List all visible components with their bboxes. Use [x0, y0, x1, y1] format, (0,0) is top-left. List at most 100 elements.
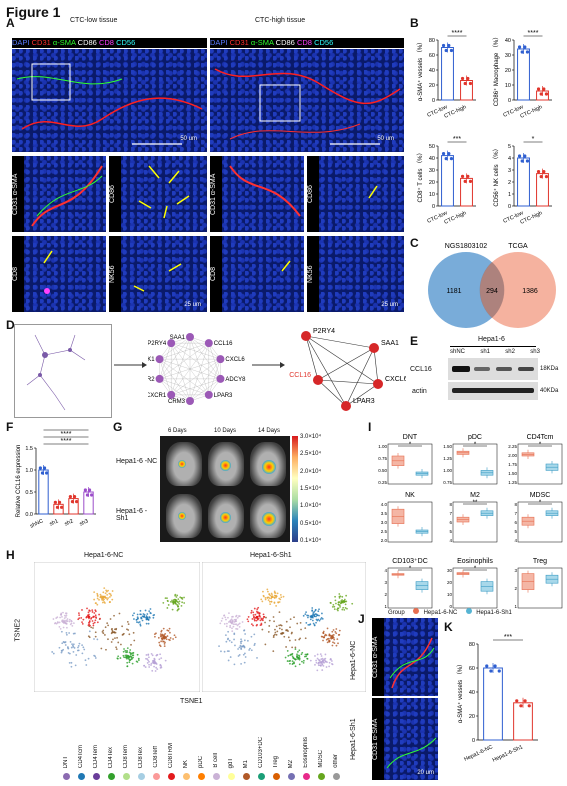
y-tick-label: 20 — [429, 83, 435, 89]
figure-title: Figure 1 — [6, 4, 61, 20]
gene-label: CXCL6 — [225, 357, 245, 363]
blot-row-label: actin — [412, 388, 427, 395]
crop-cd31-low: CD31 α-SMA — [12, 156, 106, 232]
data-point — [463, 81, 467, 86]
blot-row-label: CCL16 — [410, 366, 432, 373]
data-point — [38, 466, 42, 470]
gene-node — [186, 397, 194, 405]
network-overview — [14, 324, 112, 418]
bar — [441, 47, 454, 101]
blot-ccl16 — [448, 358, 538, 380]
ctc-high-title: CTC-high tissue — [255, 17, 306, 24]
y-tick-label: 1.25 — [508, 480, 517, 485]
venn-b-only: 1386 — [522, 288, 538, 295]
hub-node — [301, 331, 311, 341]
gene-node — [167, 339, 176, 348]
channel-header-low: DAPI CD31 α-SMA CD86 CD8 CD56 — [12, 38, 207, 48]
gene-node — [155, 374, 164, 383]
y-tick-label: 1 — [514, 604, 517, 609]
hub-node — [373, 379, 383, 389]
y-axis-label: CD56⁺ NK cells （%） — [493, 145, 500, 206]
boxplot-title: DNT — [403, 434, 418, 441]
data-point — [523, 699, 527, 703]
lane-label: sh3 — [530, 349, 540, 355]
legend-item: other — [330, 712, 344, 782]
panel-e-label: E — [410, 334, 419, 348]
boxplot-cell: Eosinophils 30 20 10 0 * — [447, 558, 498, 609]
data-point — [75, 500, 79, 504]
ctc-low-title: CTC-low tissue — [70, 17, 118, 24]
y-tick-label: 2.5 — [381, 529, 388, 534]
legend-item: Treg — [270, 712, 284, 782]
bar — [441, 155, 454, 207]
crop-cd86-high: CD86 — [307, 156, 404, 232]
boxplot-title: M2 — [470, 492, 480, 499]
kda-label: 18KDa — [540, 366, 559, 372]
y-tick-label: 0 — [449, 604, 452, 609]
gene-label: CXCR1 — [148, 393, 167, 399]
lane-label: sh2 — [505, 349, 515, 355]
data-point — [517, 154, 522, 158]
hub-node — [341, 401, 351, 411]
y-tick-label: 1.50 — [443, 444, 452, 449]
bioluminescence-images — [160, 436, 290, 542]
y-tick-label: 7 — [514, 511, 517, 516]
boxplot-cell: M2 8 7 6 5 4 ** — [449, 492, 498, 543]
significance-label: * — [474, 442, 477, 448]
y-tick-label: 3.5 — [381, 511, 388, 516]
gene-node — [204, 339, 213, 348]
tsne-title-sh1: Hepa1-6-Sh1 — [250, 552, 292, 559]
y-tick-label: 20 — [447, 580, 453, 585]
venn-diagram: NGS1803102 TCGA 1181 294 1386 — [428, 243, 556, 328]
legend-item: CD8Tex — [135, 712, 149, 782]
row-label-sh1: Hepa1-6 -Sh1 — [116, 508, 148, 522]
y-tick-label: 1.75 — [508, 462, 517, 467]
y-tick-label: 8 — [449, 502, 452, 507]
significance-label: ** — [473, 500, 478, 506]
mouse-image — [208, 494, 244, 538]
y-axis-label: α-SMA⁺ vessels （%） — [457, 661, 464, 723]
crop-cd8-low: CD8 — [12, 236, 106, 312]
significance-label: * — [539, 500, 542, 506]
y-tick-label: 20 — [505, 68, 511, 74]
data-point — [463, 179, 467, 183]
legend-item: gdT — [225, 712, 239, 782]
data-point — [520, 50, 524, 54]
hub-gene-network: P2RY4 SAA1 CCL16 CXCL6 LPAR3 — [289, 328, 406, 411]
crop-nk56-low: NK56 25 um — [109, 236, 207, 312]
data-point — [485, 664, 489, 668]
tsne-plot-nc — [34, 562, 200, 692]
y-tick-label: 2 — [508, 180, 511, 186]
y-tick-label: 80 — [429, 38, 435, 44]
boxplot-title: CD103⁺DC — [392, 558, 428, 565]
bar — [517, 157, 530, 207]
blot-title: Hepa1-6 — [478, 336, 505, 343]
y-tick-label: 2 — [514, 586, 517, 591]
data-point — [468, 179, 473, 183]
data-point — [468, 81, 473, 86]
data-point — [447, 43, 451, 48]
data-point — [517, 45, 522, 49]
boxplot-cell: CD103⁺DC 4 3 2 1 * — [384, 558, 433, 609]
y-tick-label: 3 — [508, 168, 511, 174]
data-point — [539, 175, 543, 179]
y-tick-label: 40 — [429, 156, 435, 162]
j-image-nc: CD31 α-SMA — [372, 618, 438, 696]
data-point — [523, 45, 527, 49]
boxplot-title: pDC — [468, 434, 482, 441]
legend-item: pDC — [195, 712, 209, 782]
data-point — [489, 669, 493, 673]
mouse-image — [208, 442, 244, 486]
colorbar-label: 3.0×10⁴ — [300, 434, 322, 440]
tsne-ylabel: TSNE2 — [14, 618, 22, 642]
y-tick-label: 4.0 — [381, 502, 388, 507]
significance-label: * — [532, 136, 535, 143]
scale-bar-label: 20 um — [417, 770, 434, 776]
legend-item: B cell — [210, 712, 224, 782]
data-point — [460, 76, 465, 81]
tsne-xlabel: TSNE1 — [180, 698, 203, 705]
y-tick-label: 8 — [514, 502, 517, 507]
y-tick-label: 7 — [449, 511, 452, 516]
y-tick-label: 30 — [505, 53, 511, 59]
y-tick-label: 0.5 — [25, 490, 33, 496]
